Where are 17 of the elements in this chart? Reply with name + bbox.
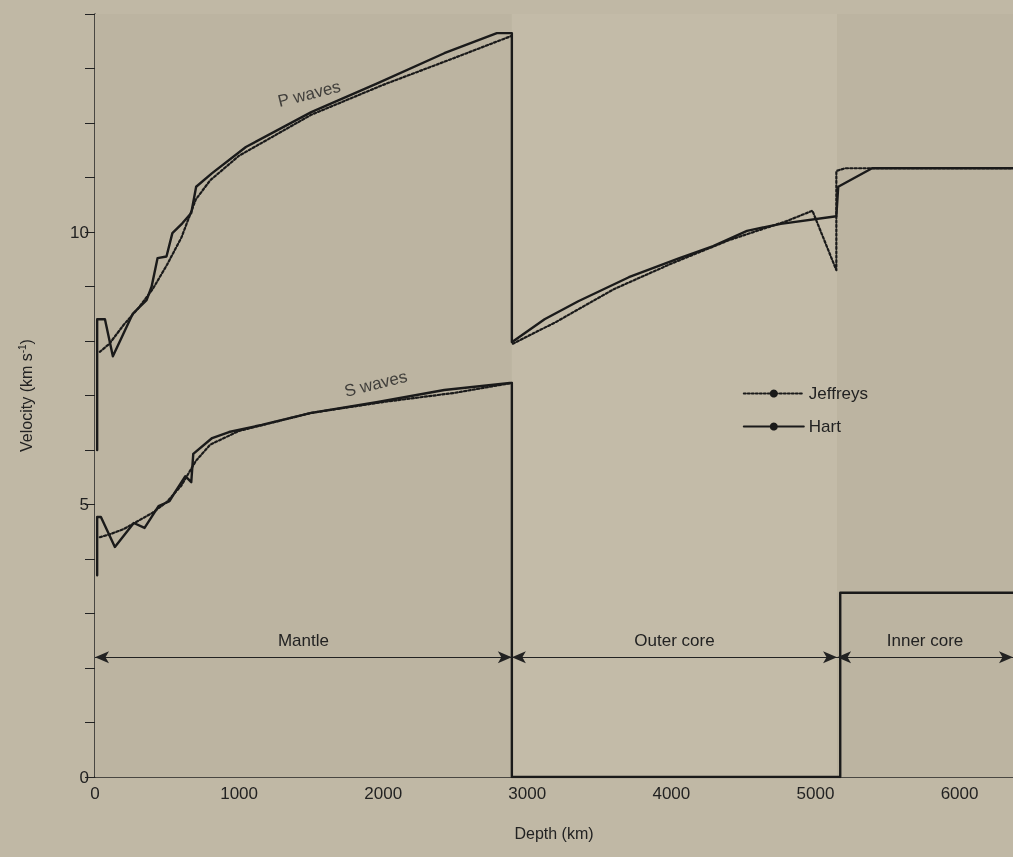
band-label: Mantle bbox=[277, 631, 329, 651]
band-label: Outer core bbox=[634, 631, 715, 651]
band-label: Inner core bbox=[886, 631, 964, 651]
x-tick-label: 6000 bbox=[940, 784, 979, 803]
y-tick-label: 10 bbox=[70, 222, 89, 242]
y-axis-title: Velocity (km s-1) bbox=[16, 339, 35, 452]
x-tick-label: 2000 bbox=[364, 784, 403, 803]
legend-label: Hart bbox=[808, 417, 842, 436]
annotation: P waves bbox=[275, 76, 343, 111]
legend-label: Jeffreys bbox=[808, 384, 869, 403]
x-axis-title: Depth (km) bbox=[514, 824, 594, 842]
x-tick-label: 3000 bbox=[508, 784, 547, 803]
y-tick-label: 0 bbox=[79, 767, 89, 787]
annotation: S waves bbox=[342, 366, 410, 401]
x-tick-label: 4000 bbox=[652, 784, 691, 803]
x-tick-label: 1000 bbox=[220, 784, 258, 803]
x-tick-label: 5000 bbox=[796, 784, 835, 803]
